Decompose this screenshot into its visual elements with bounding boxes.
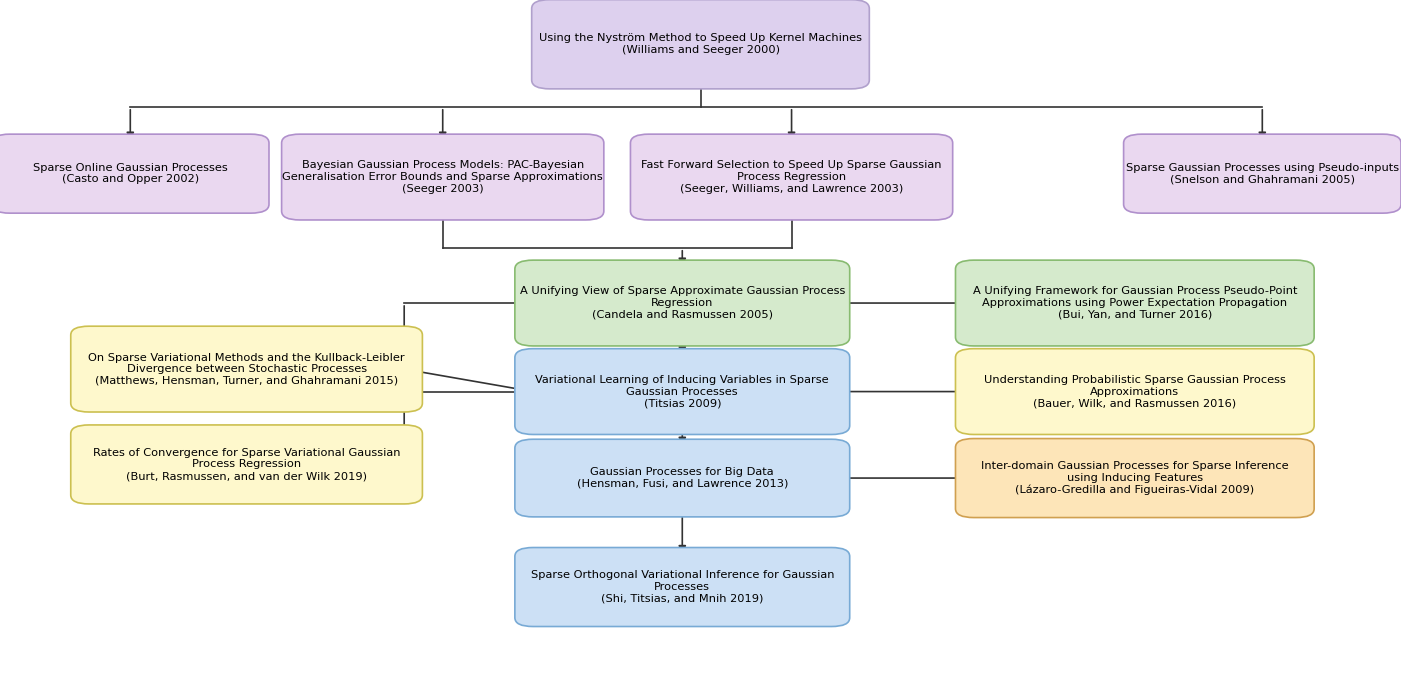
Text: Sparse Gaussian Processes using Pseudo-inputs
(Snelson and Ghahramani 2005): Sparse Gaussian Processes using Pseudo-i… (1126, 163, 1398, 185)
FancyBboxPatch shape (955, 439, 1314, 518)
FancyBboxPatch shape (516, 349, 849, 434)
Text: A Unifying View of Sparse Approximate Gaussian Process
Regression
(Candela and R: A Unifying View of Sparse Approximate Ga… (520, 287, 845, 319)
Text: Using the Nyström Method to Speed Up Kernel Machines
(Williams and Seeger 2000): Using the Nyström Method to Speed Up Ker… (539, 33, 862, 55)
Text: Variational Learning of Inducing Variables in Sparse
Gaussian Processes
(Titsias: Variational Learning of Inducing Variabl… (535, 375, 829, 408)
FancyBboxPatch shape (955, 260, 1314, 346)
Text: Sparse Online Gaussian Processes
(Casto and Opper 2002): Sparse Online Gaussian Processes (Casto … (32, 163, 228, 185)
FancyBboxPatch shape (282, 134, 604, 220)
FancyBboxPatch shape (0, 134, 269, 213)
FancyBboxPatch shape (516, 260, 849, 346)
Text: Fast Forward Selection to Speed Up Sparse Gaussian
Process Regression
(Seeger, W: Fast Forward Selection to Speed Up Spars… (642, 161, 941, 193)
FancyBboxPatch shape (70, 326, 423, 412)
Text: Rates of Convergence for Sparse Variational Gaussian
Process Regression
(Burt, R: Rates of Convergence for Sparse Variatio… (92, 448, 401, 481)
Text: On Sparse Variational Methods and the Kullback-Leibler
Divergence between Stocha: On Sparse Variational Methods and the Ku… (88, 353, 405, 385)
FancyBboxPatch shape (70, 425, 423, 504)
FancyBboxPatch shape (630, 134, 953, 220)
FancyBboxPatch shape (516, 548, 849, 627)
FancyBboxPatch shape (1124, 134, 1401, 213)
Text: Gaussian Processes for Big Data
(Hensman, Fusi, and Lawrence 2013): Gaussian Processes for Big Data (Hensman… (577, 467, 787, 489)
Text: Understanding Probabilistic Sparse Gaussian Process
Approximations
(Bauer, Wilk,: Understanding Probabilistic Sparse Gauss… (984, 375, 1286, 408)
Text: Bayesian Gaussian Process Models: PAC-Bayesian
Generalisation Error Bounds and S: Bayesian Gaussian Process Models: PAC-Ba… (283, 161, 602, 193)
FancyBboxPatch shape (516, 439, 849, 517)
FancyBboxPatch shape (531, 0, 869, 89)
Text: Sparse Orthogonal Variational Inference for Gaussian
Processes
(Shi, Titsias, an: Sparse Orthogonal Variational Inference … (531, 571, 834, 603)
Text: Inter-domain Gaussian Processes for Sparse Inference
using Inducing Features
(Lá: Inter-domain Gaussian Processes for Spar… (981, 461, 1289, 495)
FancyBboxPatch shape (955, 349, 1314, 434)
Text: A Unifying Framework for Gaussian Process Pseudo-Point
Approximations using Powe: A Unifying Framework for Gaussian Proces… (972, 287, 1297, 319)
